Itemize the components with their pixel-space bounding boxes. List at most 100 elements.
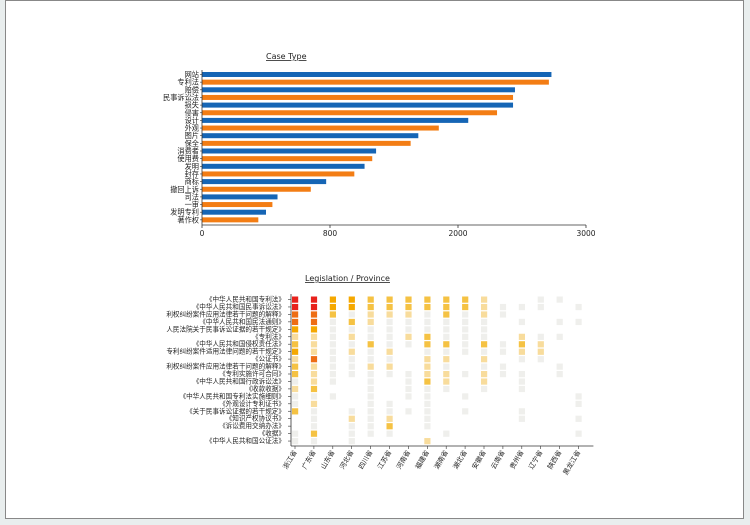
heatmap-cell [481, 303, 488, 311]
heatmap-cell [518, 348, 525, 355]
heatmap-cell [424, 393, 431, 400]
heatmap-cell [329, 348, 336, 355]
heatmap-cell [386, 415, 393, 422]
heatmap-cell [518, 341, 525, 348]
heatmap-column-label: 云南省 [489, 448, 507, 470]
heatmap-cell [348, 333, 355, 340]
heatmap-cell [575, 415, 582, 422]
heatmap-cell [462, 303, 469, 311]
bar-category-label: 保全 [185, 139, 200, 148]
heatmap-cell [348, 423, 355, 430]
dashboard-card: Case Type Legislation / Province 网站 专利法 赔偿… [5, 0, 744, 519]
heatmap-cell [481, 326, 488, 333]
heatmap-cell [462, 333, 469, 340]
bar-category-label: 封存 [185, 169, 199, 178]
heatmap-cell [310, 393, 318, 400]
heatmap-cell [292, 371, 299, 378]
heatmap-cell [575, 393, 582, 400]
heatmap-cell [310, 318, 318, 326]
heatmap-cell [329, 333, 336, 340]
heatmap-cell [367, 348, 374, 355]
heatmap-cell [386, 303, 393, 311]
heatmap-cell [443, 363, 450, 370]
heatmap-cell [405, 378, 412, 385]
heatmap-cell [537, 296, 544, 303]
heatmap-cell [329, 378, 336, 385]
heatmap-cell [537, 303, 544, 311]
heatmap-cell [310, 356, 318, 363]
heatmap-cell [329, 371, 336, 378]
heatmap-cell [499, 363, 507, 370]
heatmap-cell [405, 385, 412, 393]
heatmap-cell [310, 400, 318, 407]
heatmap-cell [367, 333, 374, 340]
heatmap-cell [443, 333, 450, 340]
heatmap-cell [292, 408, 299, 415]
heatmap-column-label: 湖北省 [451, 448, 469, 470]
heatmap-cell [292, 438, 299, 445]
heatmap-column-label: 山东省 [319, 448, 337, 470]
heatmap-cell [424, 408, 431, 415]
heatmap-cell [292, 348, 299, 355]
heatmap-cell [556, 296, 563, 303]
heatmap-cell [386, 333, 393, 340]
bar-category-label: 设计 [185, 116, 199, 125]
heatmap-cell [310, 408, 318, 415]
heatmap-cell [462, 371, 469, 378]
heatmap-cell [386, 400, 393, 407]
heatmap-cell [556, 371, 563, 378]
heatmap-cell [310, 348, 318, 355]
x-tick-label: 800 [323, 229, 338, 238]
heatmap-row-label: 《收据》 [259, 429, 285, 438]
heatmap-cell [367, 415, 374, 422]
bar-category-label: 发明 [185, 162, 199, 171]
heatmap-cell [386, 318, 393, 326]
bar-category-label: 网站 [185, 70, 199, 79]
heatmap-cell [537, 333, 544, 340]
heatmap-cell [367, 311, 374, 318]
heatmap-cell [481, 333, 488, 340]
heatmap-column-label: 河北省 [337, 448, 355, 470]
bar-chart-title: Case Type [266, 52, 307, 61]
heatmap-row-label: 人民法院关于民事诉讼证据的若干规定》 [166, 324, 285, 333]
heatmap-cell [424, 296, 431, 303]
heatmap-cell [367, 296, 374, 303]
bar-category-label: 损失 [185, 101, 199, 110]
heatmap-cell [424, 333, 431, 340]
heatmap-cell [310, 311, 318, 318]
heatmap-cell [462, 393, 469, 400]
heatmap-cell [481, 311, 488, 318]
heatmap-cell [292, 303, 299, 311]
heatmap-cell [443, 341, 450, 348]
heatmap-cell [481, 363, 488, 370]
heatmap-cell [310, 303, 318, 311]
heatmap-cell [518, 303, 525, 311]
heatmap-cell [386, 356, 393, 363]
heatmap-cell [424, 363, 431, 370]
heatmap-column-label: 黑龙江省 [561, 448, 582, 476]
bar-category-label: 撤回上诉 [170, 185, 199, 194]
heatmap-cell [292, 341, 299, 348]
heatmap-cell [556, 363, 563, 370]
heatmap-cell [367, 341, 374, 348]
heatmap-cell [405, 333, 412, 340]
heatmap-cell [329, 393, 336, 400]
heatmap-cell [462, 348, 469, 355]
x-tick-label: 3000 [576, 229, 595, 238]
heatmap-cell [575, 400, 582, 407]
heatmap-cell [537, 356, 544, 363]
heatmap-cell [292, 326, 299, 333]
heatmap-cell [481, 371, 488, 378]
bar-category-label: 发明专利 [170, 208, 199, 217]
heatmap-cell [556, 333, 563, 340]
heatmap-cell [424, 371, 431, 378]
heatmap-cell [518, 408, 525, 415]
heatmap-cell [367, 400, 374, 407]
heatmap-cell [386, 371, 393, 378]
heatmap-title: Legislation / Province [305, 274, 390, 283]
bar [202, 202, 273, 208]
heatmap-cell [348, 408, 355, 415]
heatmap-row-label: 《公证书》 [252, 354, 285, 363]
heatmap-row-label: 《外观设计专利证书》 [219, 399, 285, 408]
heatmap-cell [310, 438, 318, 445]
